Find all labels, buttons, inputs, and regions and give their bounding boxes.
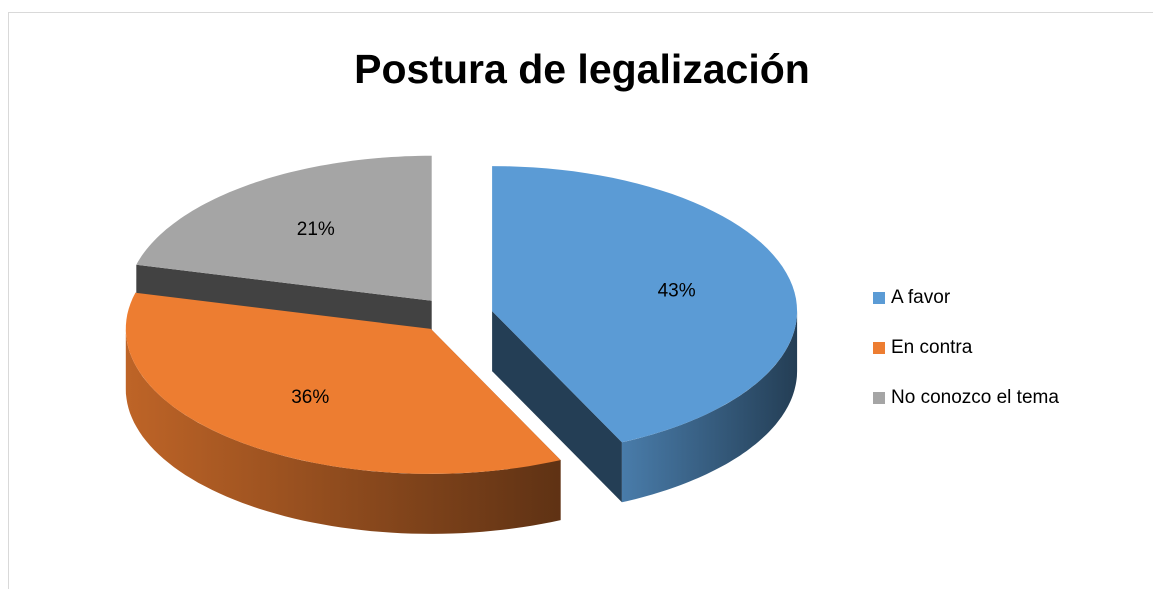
slice [492, 166, 798, 443]
legend-label: A favor [891, 287, 951, 308]
slice [125, 292, 561, 474]
slice-outer-wall [621, 311, 798, 503]
slice-outer-wall [125, 328, 561, 534]
legend-swatch [873, 292, 885, 304]
legend-label: En contra [891, 337, 973, 358]
data-label: 36% [291, 387, 329, 408]
chart-title: Postura de legalización [354, 46, 810, 92]
legend-swatch [873, 342, 885, 354]
data-label: 43% [658, 280, 696, 301]
slice [136, 155, 432, 301]
data-label: 21% [297, 219, 335, 240]
legend-swatch [873, 392, 885, 404]
legend-label: No conozco el tema [891, 387, 1059, 408]
slice-side-wall [492, 311, 622, 503]
